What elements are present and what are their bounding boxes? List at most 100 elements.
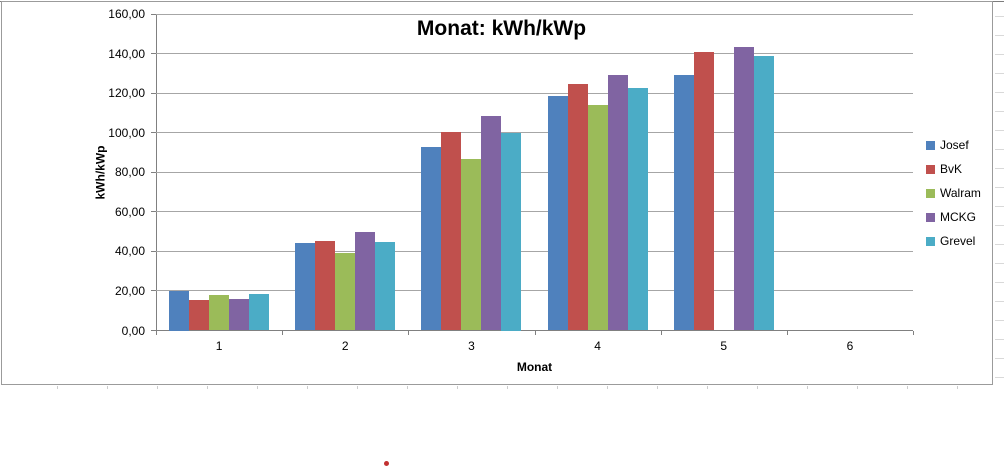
legend-marker-bvk xyxy=(926,164,935,174)
bar-mckg-month-2[interactable] xyxy=(355,231,376,331)
bar-mckg-month-5[interactable] xyxy=(733,46,754,331)
sheet-row-line xyxy=(995,54,1004,55)
bar-bvk-month-2[interactable] xyxy=(315,240,336,331)
sheet-row-line xyxy=(995,16,1004,17)
bar-bvk-month-3[interactable] xyxy=(441,132,462,331)
bar-grevel-month-1[interactable] xyxy=(249,293,270,331)
sheet-column-tick xyxy=(507,386,508,389)
sheet-column-tick xyxy=(107,386,108,389)
legend-label: Josef xyxy=(940,138,969,152)
sheet-column-tick xyxy=(257,386,258,389)
bar-walram-month-1[interactable] xyxy=(209,295,230,331)
legend-item-walram[interactable]: Walram xyxy=(926,181,981,205)
y-tick-label: 160,00 xyxy=(108,7,145,21)
bar-bvk-month-1[interactable] xyxy=(189,299,210,331)
sheet-column-tick xyxy=(307,386,308,389)
legend-marker-mckg xyxy=(926,212,935,222)
y-axis-tick-0 xyxy=(151,330,156,331)
x-axis-tick xyxy=(534,331,536,335)
y-tick-label: 0,00 xyxy=(121,323,145,338)
y-axis-tick-60 xyxy=(151,211,156,213)
sheet-row-line xyxy=(995,168,1004,169)
bar-walram-month-3[interactable] xyxy=(461,159,482,331)
gridline-100 xyxy=(156,132,913,134)
gridline-160 xyxy=(156,13,913,15)
bar-mckg-month-3[interactable] xyxy=(481,116,502,331)
bar-grevel-month-4[interactable] xyxy=(627,87,648,331)
x-axis-tick xyxy=(913,331,914,335)
legend-marker-josef xyxy=(926,140,935,150)
bar-walram-month-2[interactable] xyxy=(335,253,356,331)
x-category-label: 6 xyxy=(846,339,854,353)
sheet-column-tick xyxy=(407,386,408,389)
y-tick-label: 20,00 xyxy=(114,283,145,298)
gridline-120 xyxy=(156,92,913,94)
y-tick-label: 60,00 xyxy=(114,204,145,219)
y-tick-label: 80,00 xyxy=(114,165,145,180)
sheet-row-line xyxy=(995,358,1004,359)
legend-label: BvK xyxy=(940,162,963,176)
sheet-row-line xyxy=(995,339,1004,340)
sheet-row-line xyxy=(995,73,1004,74)
chart-title: Monat: kWh/kWp xyxy=(416,17,587,40)
legend-item-josef[interactable]: Josef xyxy=(926,133,981,157)
sheet-row-line xyxy=(995,282,1004,283)
sheet-row-line xyxy=(995,244,1004,245)
bar-grevel-month-2[interactable] xyxy=(375,241,396,331)
bar-mckg-month-1[interactable] xyxy=(229,298,250,331)
bar-bvk-month-5[interactable] xyxy=(693,51,714,331)
bar-josef-month-1[interactable] xyxy=(169,290,190,331)
sheet-column-tick xyxy=(657,386,658,389)
y-axis-tick-160 xyxy=(151,13,156,15)
x-axis-tick xyxy=(282,331,284,335)
bar-josef-month-4[interactable] xyxy=(547,96,568,331)
bar-grevel-month-5[interactable] xyxy=(753,55,774,331)
bar-josef-month-2[interactable] xyxy=(295,242,316,331)
y-axis-tick-140 xyxy=(151,53,156,55)
legend-item-bvk[interactable]: BvK xyxy=(926,157,981,181)
sheet-row-line xyxy=(995,149,1004,150)
sheet-row-line xyxy=(995,35,1004,36)
legend-label: MCKG xyxy=(940,210,976,224)
x-axis-tick xyxy=(408,331,410,335)
y-axis-tick-20 xyxy=(151,290,156,292)
y-axis-tick-40 xyxy=(151,250,156,252)
sheet-column-tick xyxy=(757,386,758,389)
sheet-column-tick xyxy=(707,386,708,389)
x-category-label: 1 xyxy=(215,339,223,353)
sheet-row-line xyxy=(995,263,1004,264)
chart-legend: Josef BvK Walram MCKG Grevel xyxy=(926,133,981,253)
bar-walram-month-4[interactable] xyxy=(587,104,608,331)
sheet-row-line xyxy=(995,377,1004,378)
legend-item-mckg[interactable]: MCKG xyxy=(926,205,981,229)
gridline-40 xyxy=(156,250,913,252)
legend-item-grevel[interactable]: Grevel xyxy=(926,229,981,253)
sheet-column-tick xyxy=(457,386,458,389)
bar-bvk-month-4[interactable] xyxy=(567,83,588,331)
y-tick-label: 40,00 xyxy=(114,244,145,259)
x-axis-line xyxy=(156,330,913,331)
sheet-column-tick xyxy=(607,386,608,389)
legend-marker-walram xyxy=(926,188,935,198)
bar-josef-month-5[interactable] xyxy=(673,75,694,331)
bar-grevel-month-3[interactable] xyxy=(501,132,522,331)
x-axis-tick xyxy=(156,331,157,335)
sheet-column-tick xyxy=(857,386,858,389)
sheet-row-line xyxy=(995,301,1004,302)
y-axis-tick-120 xyxy=(151,92,156,94)
sheet-row-line xyxy=(995,320,1004,321)
sheet-column-tick xyxy=(207,386,208,389)
sheet-row-line xyxy=(995,130,1004,131)
y-axis-tick-80 xyxy=(151,171,156,173)
bar-mckg-month-4[interactable] xyxy=(607,74,628,331)
sheet-column-tick xyxy=(907,386,908,389)
x-axis-tick xyxy=(660,331,662,335)
y-tick-label: 120,00 xyxy=(108,86,145,101)
sheet-column-tick xyxy=(957,386,958,389)
sheet-row-line xyxy=(995,225,1004,226)
sheet-column-tick xyxy=(57,386,58,389)
sheet-column-tick xyxy=(807,386,808,389)
x-category-label: 5 xyxy=(720,339,728,353)
bar-josef-month-3[interactable] xyxy=(421,146,442,331)
x-axis-tick xyxy=(786,331,788,335)
